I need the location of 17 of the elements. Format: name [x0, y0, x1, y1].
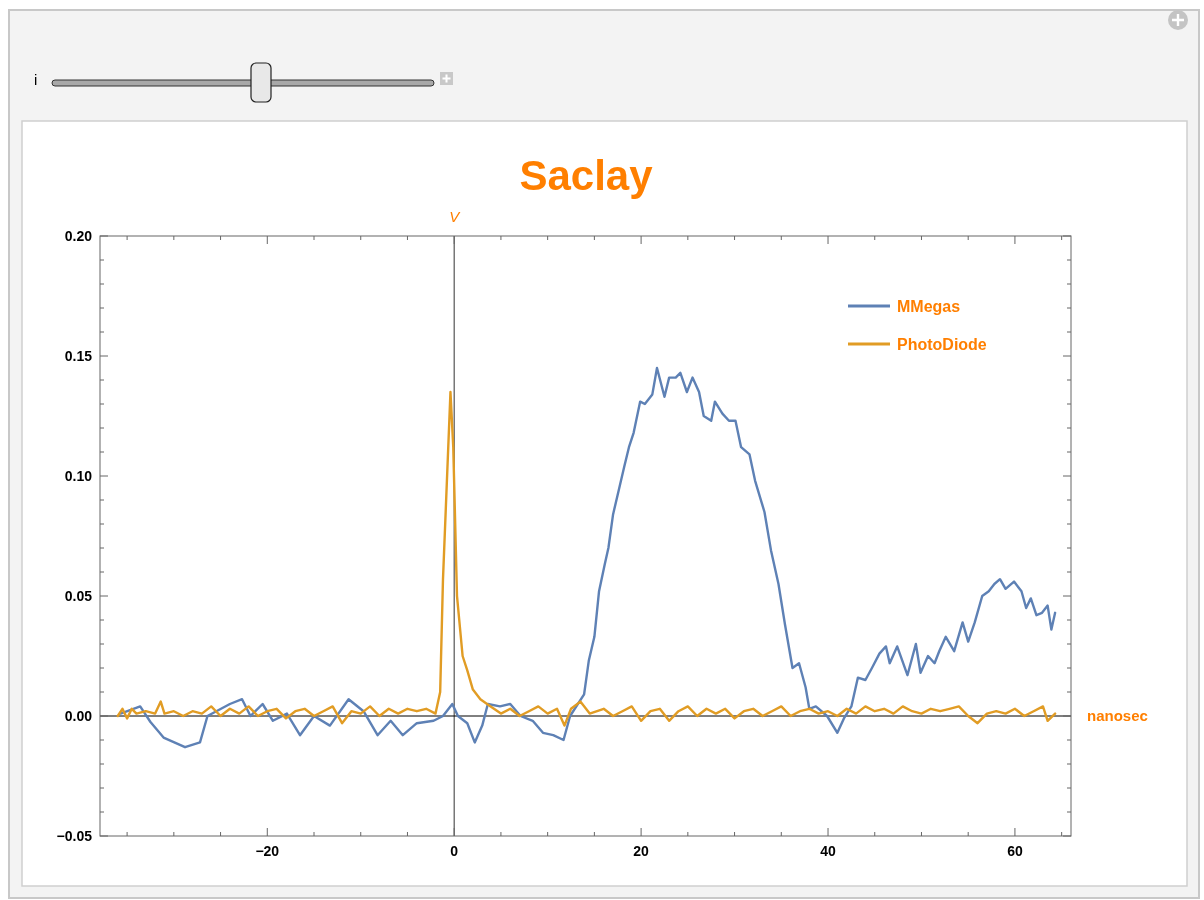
- y-tick-label: 0.05: [64, 588, 93, 604]
- y-tick-label: 0.10: [64, 468, 93, 484]
- chart-title: Saclay: [519, 152, 654, 199]
- x-tick-label: 40: [820, 843, 837, 859]
- legend-label: MMegas: [897, 298, 961, 315]
- x-axis-title: nanosec: [1087, 707, 1148, 724]
- x-tick-label: −20: [255, 843, 280, 859]
- legend-label: PhotoDiode: [897, 336, 987, 353]
- y-tick-label: 0.15: [64, 348, 93, 364]
- y-axis-title: V: [449, 208, 462, 225]
- x-tick-label: 20: [633, 843, 650, 859]
- y-tick-label: −0.05: [56, 828, 93, 844]
- y-tick-label: 0.00: [64, 708, 93, 724]
- x-tick-label: 0: [450, 843, 459, 859]
- y-tick-label: 0.20: [64, 228, 93, 244]
- text: i: [34, 71, 38, 88]
- x-tick-label: 60: [1007, 843, 1023, 859]
